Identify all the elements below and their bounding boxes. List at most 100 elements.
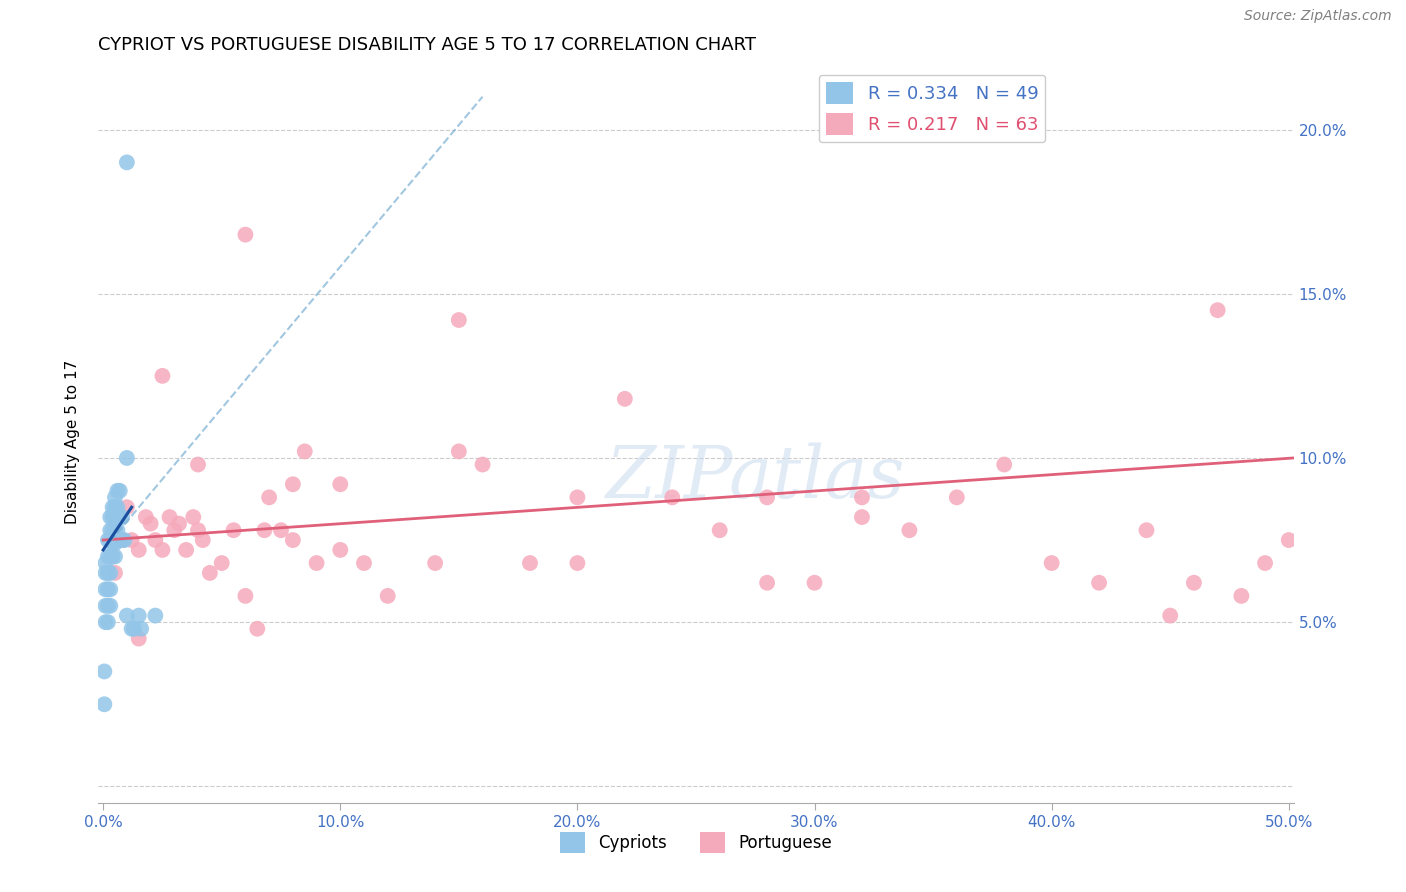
- Point: [139, 516, 162, 531]
- Point: [111, 510, 134, 524]
- Point: [222, 523, 245, 537]
- Point: [329, 477, 352, 491]
- Point: [447, 313, 470, 327]
- Point: [163, 523, 186, 537]
- Point: [235, 227, 257, 242]
- Point: [1182, 575, 1205, 590]
- Point: [105, 523, 128, 537]
- Point: [104, 500, 127, 515]
- Point: [235, 589, 257, 603]
- Point: [101, 500, 124, 515]
- Point: [94, 599, 117, 613]
- Y-axis label: Disability Age 5 to 17: Disability Age 5 to 17: [65, 359, 80, 524]
- Point: [143, 608, 166, 623]
- Point: [104, 491, 127, 505]
- Point: [93, 665, 115, 679]
- Point: [108, 483, 131, 498]
- Point: [111, 533, 134, 547]
- Point: [851, 510, 873, 524]
- Point: [101, 523, 124, 537]
- Point: [993, 458, 1015, 472]
- Point: [567, 491, 589, 505]
- Point: [97, 599, 120, 613]
- Point: [121, 533, 143, 547]
- Point: [803, 575, 825, 590]
- Point: [115, 450, 138, 465]
- Point: [114, 533, 136, 547]
- Point: [94, 556, 117, 570]
- Point: [191, 533, 214, 547]
- Point: [98, 566, 121, 580]
- Point: [329, 542, 352, 557]
- Point: [101, 536, 124, 550]
- Point: [187, 523, 209, 537]
- Point: [108, 533, 131, 547]
- Point: [94, 582, 117, 597]
- Point: [281, 477, 304, 491]
- Point: [294, 444, 316, 458]
- Point: [111, 533, 134, 547]
- Point: [946, 491, 969, 505]
- Point: [143, 533, 166, 547]
- Point: [105, 483, 128, 498]
- Point: [1040, 556, 1063, 570]
- Point: [97, 582, 120, 597]
- Point: [159, 510, 181, 524]
- Point: [94, 615, 117, 630]
- Point: [152, 368, 174, 383]
- Point: [105, 500, 128, 515]
- Point: [104, 536, 127, 550]
- Point: [129, 622, 152, 636]
- Point: [94, 566, 117, 580]
- Point: [756, 491, 779, 505]
- Point: [98, 510, 121, 524]
- Point: [1135, 523, 1157, 537]
- Point: [281, 533, 304, 547]
- Point: [1254, 556, 1277, 570]
- Point: [709, 523, 731, 537]
- Point: [115, 608, 138, 623]
- Point: [1206, 303, 1229, 318]
- Point: [851, 491, 873, 505]
- Point: [97, 533, 120, 547]
- Point: [1278, 533, 1301, 547]
- Point: [305, 556, 328, 570]
- Text: Source: ZipAtlas.com: Source: ZipAtlas.com: [1244, 9, 1392, 23]
- Point: [181, 510, 204, 524]
- Legend: Cypriots, Portuguese: Cypriots, Portuguese: [553, 826, 839, 860]
- Point: [519, 556, 541, 570]
- Point: [1159, 608, 1181, 623]
- Point: [122, 622, 145, 636]
- Point: [1230, 589, 1253, 603]
- Point: [447, 444, 470, 458]
- Point: [756, 575, 779, 590]
- Point: [98, 549, 121, 564]
- Point: [93, 698, 115, 712]
- Point: [423, 556, 446, 570]
- Point: [101, 549, 124, 564]
- Point: [98, 523, 121, 537]
- Point: [661, 491, 683, 505]
- Point: [174, 542, 197, 557]
- Point: [98, 599, 121, 613]
- Point: [135, 510, 157, 524]
- Point: [104, 523, 127, 537]
- Point: [471, 458, 494, 472]
- Point: [128, 542, 150, 557]
- Text: ZIPatlas: ZIPatlas: [606, 442, 905, 513]
- Point: [257, 491, 280, 505]
- Point: [613, 392, 636, 406]
- Point: [108, 510, 131, 524]
- Point: [128, 608, 150, 623]
- Point: [98, 582, 121, 597]
- Point: [101, 510, 124, 524]
- Point: [128, 632, 150, 646]
- Point: [97, 566, 120, 580]
- Point: [1088, 575, 1111, 590]
- Point: [253, 523, 276, 537]
- Point: [198, 566, 221, 580]
- Point: [104, 566, 127, 580]
- Point: [115, 155, 138, 169]
- Point: [187, 458, 209, 472]
- Point: [246, 622, 269, 636]
